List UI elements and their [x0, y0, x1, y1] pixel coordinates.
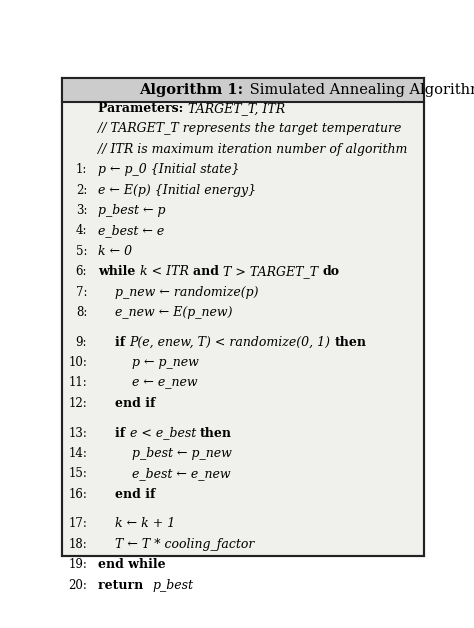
Text: 14:: 14: [68, 447, 87, 460]
Text: then: then [200, 426, 232, 440]
Text: 15:: 15: [68, 467, 87, 480]
Text: P(e, enew, T) < randomize(0, 1): P(e, enew, T) < randomize(0, 1) [129, 335, 335, 349]
Text: end if: end if [115, 397, 155, 410]
Text: 4:: 4: [76, 224, 87, 237]
Text: 6:: 6: [76, 265, 87, 278]
Text: T > TARGET_T: T > TARGET_T [223, 265, 322, 278]
Text: 5:: 5: [76, 245, 87, 258]
Text: e_best ← e: e_best ← e [98, 224, 164, 237]
Text: 18:: 18: [68, 538, 87, 551]
Text: 7:: 7: [76, 286, 87, 299]
Text: 1:: 1: [76, 163, 87, 176]
Text: 9:: 9: [76, 335, 87, 349]
Text: k < ITR: k < ITR [140, 265, 192, 278]
Text: p_best: p_best [152, 578, 193, 592]
Text: Parameters:: Parameters: [98, 102, 188, 115]
Text: 19:: 19: [68, 558, 87, 571]
Text: TARGET_T, ITR: TARGET_T, ITR [188, 102, 285, 115]
Text: 8:: 8: [76, 306, 87, 319]
Text: k ← k + 1: k ← k + 1 [115, 517, 175, 531]
Text: end while: end while [98, 558, 165, 571]
Text: e < e_best: e < e_best [129, 426, 200, 440]
Text: 12:: 12: [68, 397, 87, 410]
Text: p_new ← randomize(p): p_new ← randomize(p) [115, 286, 258, 299]
Text: do: do [322, 265, 339, 278]
Text: 13:: 13: [68, 426, 87, 440]
Text: Simulated Annealing Algorithm: Simulated Annealing Algorithm [245, 83, 474, 97]
Text: then: then [335, 335, 366, 349]
Text: Algorithm 1:: Algorithm 1: [139, 83, 243, 97]
Text: e_best ← e_new: e_best ← e_new [132, 467, 231, 480]
Text: 17:: 17: [68, 517, 87, 531]
Text: end if: end if [115, 488, 155, 501]
Text: 11:: 11: [68, 376, 87, 389]
FancyBboxPatch shape [63, 78, 423, 102]
Text: p_best ← p: p_best ← p [98, 204, 165, 217]
Text: 16:: 16: [68, 488, 87, 501]
Text: 2:: 2: [76, 183, 87, 197]
Text: if: if [115, 335, 129, 349]
Text: 10:: 10: [68, 356, 87, 369]
Text: p ← p_new: p ← p_new [132, 356, 199, 369]
Text: p ← p_0 {Initial state}: p ← p_0 {Initial state} [98, 163, 239, 176]
Text: T ← T * cooling_factor: T ← T * cooling_factor [115, 538, 255, 551]
Text: // ITR is maximum iteration number of algorithm: // ITR is maximum iteration number of al… [98, 143, 407, 156]
Text: // TARGET_T represents the target temperature: // TARGET_T represents the target temper… [98, 122, 401, 136]
FancyBboxPatch shape [63, 78, 423, 556]
Text: p_best ← p_new: p_best ← p_new [132, 447, 232, 460]
Text: e ← e_new: e ← e_new [132, 376, 198, 389]
Text: k ← 0: k ← 0 [98, 245, 132, 258]
Text: e ← E(p) {Initial energy}: e ← E(p) {Initial energy} [98, 183, 256, 197]
Text: and: and [192, 265, 223, 278]
Text: 20:: 20: [68, 578, 87, 592]
Text: e_new ← E(p_new): e_new ← E(p_new) [115, 306, 233, 319]
Text: if: if [115, 426, 129, 440]
Text: while: while [98, 265, 140, 278]
Text: 3:: 3: [76, 204, 87, 217]
Text: return: return [98, 578, 152, 592]
